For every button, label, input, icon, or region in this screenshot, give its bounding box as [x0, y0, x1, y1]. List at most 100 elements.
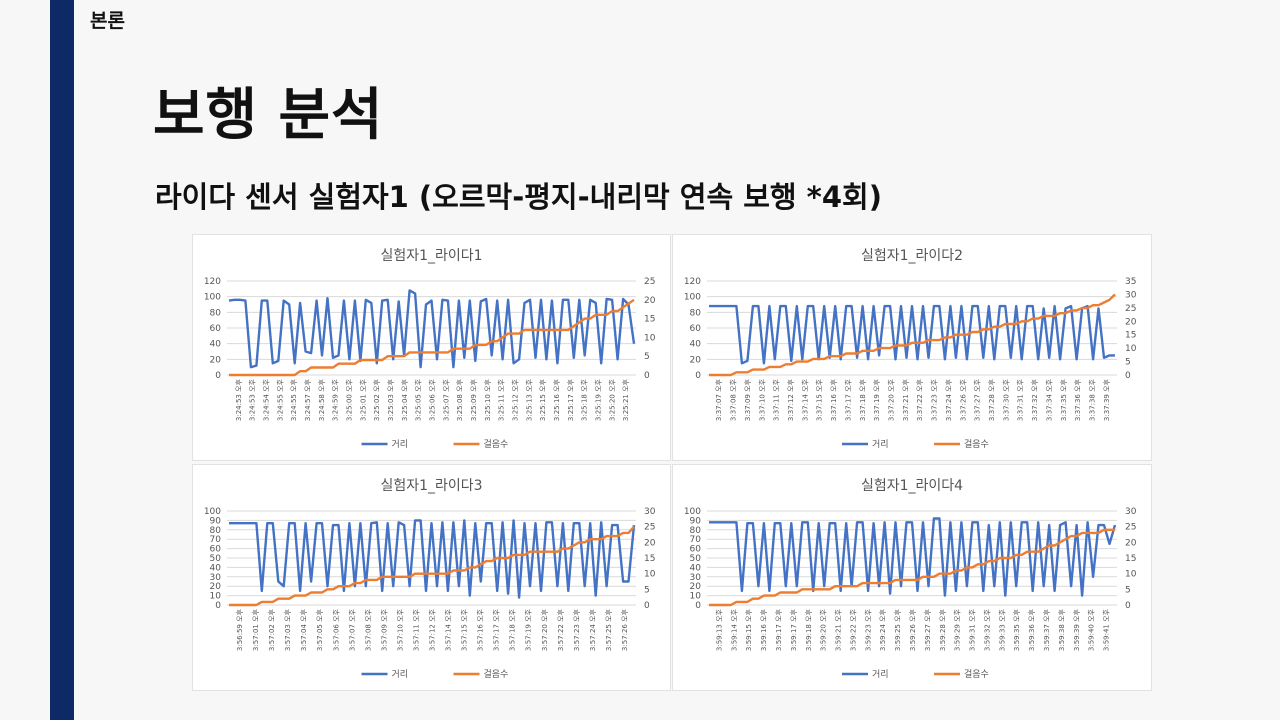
x-tick-label: 3:59:27 오후 — [924, 608, 932, 651]
x-tick-label: 3:37:34 오후 — [1045, 378, 1053, 421]
legend-label: 거리 — [392, 669, 409, 680]
x-tick-label: 3:25:15 오후 — [539, 378, 547, 421]
series-line-distance — [228, 289, 636, 369]
y-left-tick-label: 60 — [210, 545, 222, 555]
y-right-tick-label: 25 — [644, 277, 655, 287]
x-tick-label: 3:25:12 오후 — [511, 378, 519, 421]
y-right-tick-label: 30 — [1125, 507, 1137, 517]
x-tick-label: 3:24:55 오후 — [276, 378, 284, 421]
x-tick-label: 3:37:09 오후 — [744, 378, 752, 421]
y-left-tick-label: 40 — [690, 340, 702, 350]
y-right-tick-label: 5 — [644, 352, 650, 362]
x-tick-label: 3:59:17 오후 — [775, 608, 783, 651]
y-left-tick-label: 100 — [684, 507, 701, 517]
x-tick-label: 3:37:32 오후 — [1031, 378, 1039, 421]
x-tick-label: 3:25:21 오후 — [622, 378, 630, 421]
x-tick-label: 3:37:21 오후 — [902, 378, 910, 421]
x-tick-label: 3:59:39 오후 — [1073, 608, 1081, 651]
x-tick-label: 3:37:23 오후 — [931, 378, 939, 421]
x-tick-label: 3:25:02 오후 — [373, 378, 381, 421]
x-tick-label: 3:59:21 오후 — [835, 608, 843, 651]
x-tick-label: 3:24:59 오후 — [332, 378, 340, 421]
y-left-tick-label: 50 — [210, 554, 222, 564]
chart-panel-lidar3: 실험자1_라이다3 0 10 20 30 40 50 60 70 80 90 100 0 5 10 15 20 2… — [192, 464, 671, 691]
y-left-tick-label: 120 — [684, 277, 701, 287]
chart-panel-lidar1: 실험자1_라이다1 0 20 40 60 80 100 120 0 5 10 15 20 25 3:24:5… — [192, 234, 671, 461]
x-tick-label: 3:25:16 오후 — [553, 378, 561, 421]
y-right-tick-label: 0 — [1125, 371, 1131, 381]
x-tick-label: 3:25:10 오후 — [484, 378, 492, 421]
y-right-tick-label: 0 — [644, 601, 650, 611]
y-left-tick-label: 10 — [690, 592, 702, 602]
y-right-tick-label: 5 — [644, 585, 650, 595]
x-tick-label: 3:57:20 오후 — [541, 608, 549, 651]
x-tick-label: 3:59:24 오후 — [879, 608, 887, 651]
y-right-tick-label: 10 — [1125, 570, 1137, 580]
chart-title: 실험자1_라이다4 — [861, 478, 963, 494]
x-tick-label: 3:25:19 오후 — [594, 378, 602, 421]
x-tick-label: 3:59:13 오후 — [715, 608, 723, 651]
legend-label: 거리 — [392, 439, 409, 450]
x-tick-label: 3:57:17 오후 — [493, 608, 501, 651]
y-right-tick-label: 20 — [1125, 317, 1137, 327]
x-tick-label: 3:25:18 오후 — [581, 378, 589, 421]
x-tick-label: 3:57:06 오후 — [332, 608, 340, 651]
y-left-tick-label: 120 — [204, 277, 221, 287]
x-tick-label: 3:25:00 오후 — [346, 378, 354, 421]
x-tick-label: 3:59:26 오후 — [909, 608, 917, 651]
legend-label: 걸음수 — [964, 439, 989, 450]
y-left-tick-label: 0 — [215, 371, 221, 381]
y-left-tick-label: 80 — [690, 308, 702, 318]
series-line-steps — [709, 293, 1116, 377]
x-tick-label: 3:37:14 오후 — [801, 378, 809, 421]
x-tick-label: 3:25:09 오후 — [470, 378, 478, 421]
y-left-tick-label: 0 — [695, 601, 701, 611]
x-tick-label: 3:24:55 오후 — [290, 378, 298, 421]
x-tick-label: 3:37:17 오후 — [844, 378, 852, 421]
x-tick-label: 3:25:01 오후 — [359, 378, 367, 421]
y-left-tick-label: 60 — [690, 324, 702, 334]
y-right-tick-label: 10 — [644, 333, 656, 343]
y-right-tick-label: 0 — [644, 371, 650, 381]
x-tick-label: 3:25:07 오후 — [442, 378, 450, 421]
y-left-tick-label: 80 — [210, 308, 222, 318]
y-left-tick-label: 80 — [690, 526, 702, 536]
x-tick-label: 3:37:27 오후 — [974, 378, 982, 421]
y-right-tick-label: 20 — [644, 296, 656, 306]
x-tick-label: 3:37:26 오후 — [959, 378, 967, 421]
x-tick-label: 3:37:16 오후 — [830, 378, 838, 421]
y-left-tick-label: 40 — [210, 340, 222, 350]
x-tick-label: 3:57:09 오후 — [380, 608, 388, 651]
series-line-distance — [229, 519, 636, 599]
x-tick-label: 3:37:15 오후 — [816, 378, 824, 421]
sidebar-accent-bar — [50, 0, 74, 720]
x-tick-label: 3:57:01 오후 — [252, 608, 260, 651]
y-right-tick-label: 20 — [1125, 538, 1137, 548]
x-tick-label: 3:24:54 오후 — [263, 378, 271, 421]
x-tick-label: 3:56:59 오후 — [236, 608, 244, 651]
chart-svg: 실험자1_라이다40102030405060708090100051015202… — [684, 478, 1137, 680]
y-left-tick-label: 50 — [690, 554, 702, 564]
y-right-tick-label: 25 — [644, 523, 655, 533]
series-line-steps — [709, 528, 1115, 607]
page-title: 보행 분석 — [153, 83, 384, 148]
x-tick-label: 3:24:57 오후 — [304, 378, 312, 421]
x-tick-label: 3:25:06 오후 — [429, 378, 437, 421]
x-tick-label: 3:37:07 오후 — [715, 378, 723, 421]
section-label: 본론 — [90, 10, 125, 32]
x-tick-label: 3:57:22 오후 — [557, 608, 565, 651]
x-tick-label: 3:59:14 오후 — [730, 608, 738, 651]
y-left-tick-label: 100 — [684, 293, 701, 303]
x-tick-label: 3:57:18 오후 — [509, 608, 517, 651]
chart-title: 실험자1_라이다1 — [380, 248, 482, 264]
x-tick-label: 3:59:35 오후 — [1013, 608, 1021, 651]
x-tick-label: 3:57:16 오후 — [477, 608, 485, 651]
y-right-tick-label: 25 — [1125, 304, 1136, 314]
x-tick-label: 3:37:18 오후 — [859, 378, 867, 421]
y-right-tick-label: 10 — [1125, 344, 1137, 354]
x-tick-label: 3:59:17 오후 — [790, 608, 798, 651]
y-left-tick-label: 20 — [210, 582, 222, 592]
y-left-tick-label: 0 — [695, 371, 701, 381]
x-tick-label: 3:57:05 오후 — [316, 608, 324, 651]
chart-svg: 실험자1_라이다30102030405060708090100051015202… — [204, 478, 656, 680]
